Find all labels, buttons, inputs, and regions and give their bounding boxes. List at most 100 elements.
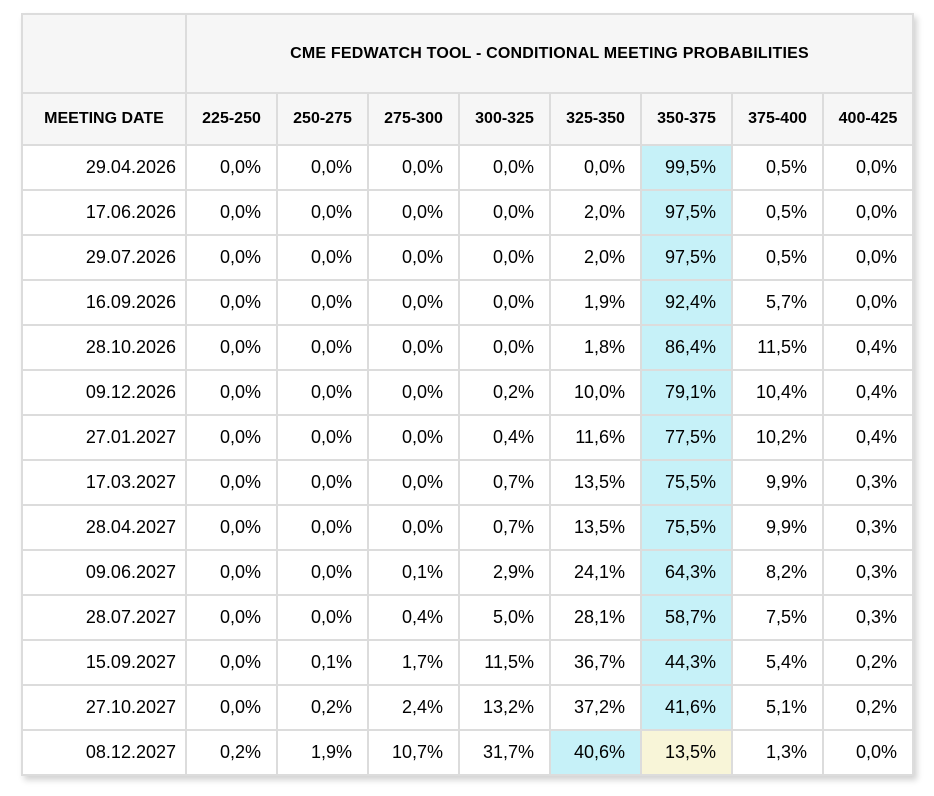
column-header-400-425: 400-425 — [822, 92, 914, 146]
meeting-date-cell: 27.10.2027 — [21, 684, 187, 731]
meeting-date-cell: 09.12.2026 — [21, 369, 187, 416]
probability-cell: 0,4% — [822, 414, 914, 461]
probability-cell: 8,2% — [731, 549, 824, 596]
probability-cell: 0,0% — [276, 279, 369, 326]
probability-cell: 1,7% — [367, 639, 460, 686]
probability-cell: 2,9% — [458, 549, 551, 596]
probability-cell: 0,2% — [185, 729, 278, 776]
probability-cell: 13,5% — [640, 729, 733, 776]
probability-cell: 86,4% — [640, 324, 733, 371]
meeting-date-cell: 17.06.2026 — [21, 189, 187, 236]
probability-cell: 0,0% — [185, 639, 278, 686]
column-header-350-375: 350-375 — [640, 92, 733, 146]
probability-cell: 0,5% — [731, 234, 824, 281]
title-row: CME FEDWATCH TOOL - CONDITIONAL MEETING … — [21, 13, 914, 94]
meeting-date-cell: 28.04.2027 — [21, 504, 187, 551]
table-row: 27.10.2027 0,0% 0,2% 2,4% 13,2% 37,2% 41,6% 5,1… — [21, 684, 914, 731]
probability-cell: 5,0% — [458, 594, 551, 641]
probability-cell: 0,0% — [276, 144, 369, 191]
probability-cell: 0,0% — [458, 189, 551, 236]
probability-cell: 0,2% — [276, 684, 369, 731]
probability-cell: 1,9% — [276, 729, 369, 776]
probability-cell: 0,1% — [276, 639, 369, 686]
probability-cell: 40,6% — [549, 729, 642, 776]
probability-cell: 0,0% — [549, 144, 642, 191]
probability-cell: 58,7% — [640, 594, 733, 641]
meeting-date-cell: 28.10.2026 — [21, 324, 187, 371]
probability-cell: 0,0% — [367, 279, 460, 326]
probability-cell: 13,2% — [458, 684, 551, 731]
meeting-date-cell: 29.07.2026 — [21, 234, 187, 281]
probability-cell: 0,0% — [822, 729, 914, 776]
probability-cell: 75,5% — [640, 459, 733, 506]
probability-cell: 0,0% — [185, 279, 278, 326]
probability-cell: 0,0% — [276, 549, 369, 596]
probability-cell: 10,2% — [731, 414, 824, 461]
table-row: 28.04.2027 0,0% 0,0% 0,0% 0,7% 13,5% 75,5% 9,9%… — [21, 504, 914, 551]
probability-cell: 0,3% — [822, 504, 914, 551]
probability-cell: 0,4% — [367, 594, 460, 641]
probability-cell: 0,0% — [822, 234, 914, 281]
column-header-225-250: 225-250 — [185, 92, 278, 146]
probability-cell: 0,7% — [458, 459, 551, 506]
probability-cell: 0,2% — [822, 684, 914, 731]
table-row: 29.04.2026 0,0% 0,0% 0,0% 0,0% 0,0% 99,5% 0,5% 0… — [21, 144, 914, 191]
table-row: 28.07.2027 0,0% 0,0% 0,4% 5,0% 28,1% 58,7% 7,5%… — [21, 594, 914, 641]
probability-cell: 0,2% — [822, 639, 914, 686]
table-row: 28.10.2026 0,0% 0,0% 0,0% 0,0% 1,8% 86,4% 11,5%… — [21, 324, 914, 371]
probability-cell: 28,1% — [549, 594, 642, 641]
probability-cell: 0,0% — [367, 369, 460, 416]
probability-cell: 41,6% — [640, 684, 733, 731]
table-row: 08.12.2027 0,2% 1,9% 10,7% 31,7% 40,6% 13,5% 1,… — [21, 729, 914, 776]
probability-cell: 0,3% — [822, 459, 914, 506]
probability-cell: 0,0% — [276, 594, 369, 641]
probability-cell: 37,2% — [549, 684, 642, 731]
probability-cell: 0,0% — [185, 189, 278, 236]
column-header-375-400: 375-400 — [731, 92, 824, 146]
probability-cell: 0,0% — [276, 504, 369, 551]
probability-cell: 0,0% — [367, 504, 460, 551]
probability-cell: 0,1% — [367, 549, 460, 596]
probability-cell: 9,9% — [731, 459, 824, 506]
probability-cell: 64,3% — [640, 549, 733, 596]
probability-cell: 9,9% — [731, 504, 824, 551]
probability-cell: 0,0% — [822, 189, 914, 236]
probability-cell: 0,0% — [276, 459, 369, 506]
probability-cell: 0,0% — [367, 189, 460, 236]
probability-cell: 0,0% — [367, 459, 460, 506]
probability-cell: 0,0% — [458, 234, 551, 281]
column-header-275-300: 275-300 — [367, 92, 460, 146]
probability-cell: 11,5% — [458, 639, 551, 686]
probability-cell: 0,5% — [731, 189, 824, 236]
probability-cell: 0,0% — [185, 504, 278, 551]
probability-cell: 0,0% — [367, 234, 460, 281]
probability-cell: 0,0% — [185, 234, 278, 281]
probability-cell: 31,7% — [458, 729, 551, 776]
probability-cell: 0,0% — [276, 234, 369, 281]
probability-cell: 5,7% — [731, 279, 824, 326]
probability-cell: 24,1% — [549, 549, 642, 596]
probability-cell: 0,3% — [822, 549, 914, 596]
probability-cell: 99,5% — [640, 144, 733, 191]
probability-cell: 75,5% — [640, 504, 733, 551]
probability-cell: 10,0% — [549, 369, 642, 416]
probability-cell: 0,7% — [458, 504, 551, 551]
probability-cell: 0,0% — [185, 144, 278, 191]
meeting-date-cell: 15.09.2027 — [21, 639, 187, 686]
table-row: 17.06.2026 0,0% 0,0% 0,0% 0,0% 2,0% 97,5% 0,5% 0… — [21, 189, 914, 236]
probability-cell: 0,4% — [458, 414, 551, 461]
fedwatch-probabilities-table: CME FEDWATCH TOOL - CONDITIONAL MEETING … — [21, 13, 914, 776]
meeting-date-cell: 16.09.2026 — [21, 279, 187, 326]
probability-cell: 10,7% — [367, 729, 460, 776]
probability-cell: 0,0% — [185, 684, 278, 731]
probability-cell: 0,5% — [731, 144, 824, 191]
table-row: 09.06.2027 0,0% 0,0% 0,1% 2,9% 24,1% 64,3% 8,2%… — [21, 549, 914, 596]
probability-cell: 5,4% — [731, 639, 824, 686]
probability-cell: 11,5% — [731, 324, 824, 371]
probability-cell: 2,0% — [549, 234, 642, 281]
probability-cell: 0,0% — [185, 369, 278, 416]
probability-cell: 13,5% — [549, 504, 642, 551]
probability-cell: 0,4% — [822, 324, 914, 371]
probability-cell: 10,4% — [731, 369, 824, 416]
